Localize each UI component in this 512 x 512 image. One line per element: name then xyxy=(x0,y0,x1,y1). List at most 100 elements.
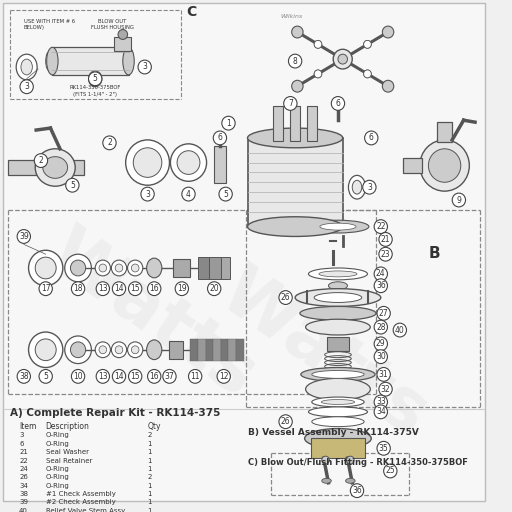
Text: O-Ring: O-Ring xyxy=(46,441,70,447)
Ellipse shape xyxy=(170,144,206,181)
Circle shape xyxy=(393,323,407,337)
Ellipse shape xyxy=(320,223,356,230)
Text: 26: 26 xyxy=(281,293,290,302)
Text: Item: Item xyxy=(19,421,36,431)
Ellipse shape xyxy=(92,75,98,83)
Ellipse shape xyxy=(306,378,370,400)
Circle shape xyxy=(207,282,221,295)
Ellipse shape xyxy=(89,71,102,87)
Bar xyxy=(206,339,214,360)
Text: 11: 11 xyxy=(190,372,200,381)
Ellipse shape xyxy=(71,260,86,276)
Text: 1: 1 xyxy=(147,508,152,512)
Circle shape xyxy=(89,72,102,86)
Circle shape xyxy=(364,40,371,48)
Text: 1: 1 xyxy=(147,441,152,447)
Circle shape xyxy=(377,368,390,381)
Circle shape xyxy=(188,370,202,383)
Text: 39: 39 xyxy=(19,499,28,505)
Text: 6: 6 xyxy=(369,134,374,142)
Circle shape xyxy=(279,415,292,429)
Ellipse shape xyxy=(305,429,371,449)
Ellipse shape xyxy=(47,47,58,75)
Bar xyxy=(247,138,343,227)
Text: C) Blow Out/Flush Fitting - RK114-350-375BOF: C) Blow Out/Flush Fitting - RK114-350-37… xyxy=(247,458,467,467)
Text: 22: 22 xyxy=(19,458,28,463)
Bar xyxy=(308,106,317,141)
Bar xyxy=(114,37,132,51)
Circle shape xyxy=(383,464,397,478)
Circle shape xyxy=(338,54,348,64)
Circle shape xyxy=(17,229,31,243)
Ellipse shape xyxy=(328,282,348,290)
Ellipse shape xyxy=(319,271,357,277)
Text: 33: 33 xyxy=(376,397,386,407)
Ellipse shape xyxy=(65,336,92,364)
Text: 34: 34 xyxy=(376,408,386,416)
Text: O-Ring: O-Ring xyxy=(46,474,70,480)
Bar xyxy=(236,339,244,360)
Text: 36: 36 xyxy=(376,281,386,290)
Text: #2 Check Assembly: #2 Check Assembly xyxy=(46,499,115,505)
Text: 8: 8 xyxy=(293,57,297,66)
Bar xyxy=(190,339,198,360)
Ellipse shape xyxy=(115,346,123,354)
Circle shape xyxy=(374,337,388,351)
Ellipse shape xyxy=(95,260,111,276)
Circle shape xyxy=(34,154,48,167)
Circle shape xyxy=(71,282,84,295)
Circle shape xyxy=(364,70,371,78)
Ellipse shape xyxy=(300,306,376,320)
Circle shape xyxy=(374,279,388,293)
Ellipse shape xyxy=(312,417,364,426)
Bar xyxy=(169,341,183,358)
Text: O-Ring: O-Ring xyxy=(46,466,70,472)
Text: O-Ring: O-Ring xyxy=(46,433,70,438)
Text: 26: 26 xyxy=(19,474,28,480)
Ellipse shape xyxy=(99,264,106,272)
Text: 21: 21 xyxy=(381,235,390,244)
Text: 16: 16 xyxy=(150,372,159,381)
Bar xyxy=(311,438,365,458)
Text: 40: 40 xyxy=(395,326,404,334)
Circle shape xyxy=(175,282,188,295)
Ellipse shape xyxy=(247,128,343,148)
Circle shape xyxy=(288,54,302,68)
Text: 5: 5 xyxy=(70,181,75,190)
Text: 6: 6 xyxy=(335,99,340,108)
Text: 3: 3 xyxy=(367,183,372,191)
Circle shape xyxy=(374,395,388,409)
Circle shape xyxy=(17,370,31,383)
Text: USE WITH ITEM # 6: USE WITH ITEM # 6 xyxy=(24,18,75,24)
Ellipse shape xyxy=(112,260,126,276)
Bar xyxy=(52,47,129,75)
Ellipse shape xyxy=(312,397,364,407)
Ellipse shape xyxy=(312,371,364,378)
Text: 9: 9 xyxy=(456,196,461,204)
Text: 26: 26 xyxy=(281,417,290,426)
Circle shape xyxy=(379,232,392,246)
Circle shape xyxy=(141,187,154,201)
Text: 36: 36 xyxy=(352,486,362,495)
Circle shape xyxy=(222,116,235,130)
Ellipse shape xyxy=(127,260,143,276)
Text: 1: 1 xyxy=(147,491,152,497)
Circle shape xyxy=(112,370,125,383)
Text: 27: 27 xyxy=(379,309,389,318)
Ellipse shape xyxy=(322,399,355,404)
Bar xyxy=(198,257,209,279)
Text: #1 Check Assembly: #1 Check Assembly xyxy=(46,491,116,497)
Ellipse shape xyxy=(95,342,111,358)
Circle shape xyxy=(322,456,329,464)
Ellipse shape xyxy=(35,257,56,279)
Text: 1: 1 xyxy=(226,119,231,127)
Ellipse shape xyxy=(308,407,368,417)
Text: B: B xyxy=(429,246,440,261)
Ellipse shape xyxy=(295,289,381,306)
Text: 16: 16 xyxy=(150,284,159,293)
Text: 32: 32 xyxy=(381,385,390,394)
Bar xyxy=(228,339,236,360)
Text: 3: 3 xyxy=(142,62,147,72)
Text: 13: 13 xyxy=(98,284,108,293)
Circle shape xyxy=(374,405,388,419)
